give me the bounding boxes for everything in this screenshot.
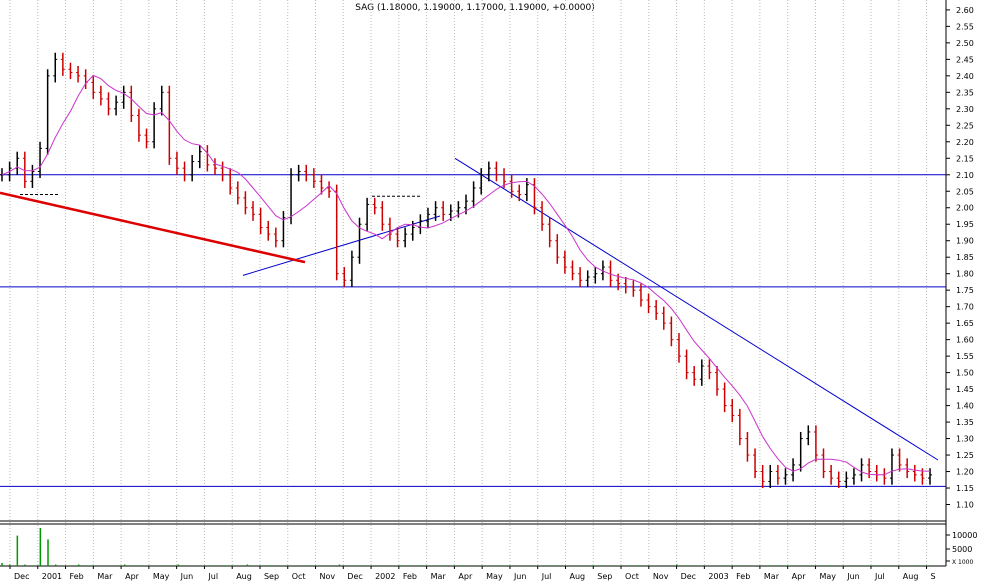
y-tick-label: 1.10 — [956, 501, 974, 510]
y-tick-label: 2.20 — [956, 138, 974, 147]
x-tick-label: Jun — [513, 572, 527, 581]
y-tick-label: 1.25 — [956, 451, 974, 460]
y-tick-label: 1.65 — [956, 319, 974, 328]
x-tick-label: Feb — [403, 572, 417, 581]
x-tick-label: Aug — [236, 572, 252, 581]
x-tick-label: 2001 — [42, 572, 62, 581]
moving-average-line — [1, 74, 930, 476]
x-tick-label: Oct — [625, 572, 639, 581]
x-tick-label: Jul — [207, 572, 218, 581]
y-tick-label: 2.15 — [956, 154, 974, 163]
x-tick-label: Nov — [653, 572, 669, 581]
x-tick-label: Oct — [292, 572, 306, 581]
y-tick-label: 1.20 — [956, 468, 974, 477]
y-tick-label: 1.40 — [956, 402, 974, 411]
uptrend-line — [242, 215, 441, 276]
y-tick-label: 1.35 — [956, 418, 974, 427]
x-tick-label: Jun — [180, 572, 194, 581]
y-tick-label: 2.55 — [956, 22, 974, 31]
x-tick-label: 2003 — [708, 572, 728, 581]
volume-tick-label: X 1000 — [952, 559, 973, 566]
x-tick-label: Dec — [681, 572, 696, 581]
y-tick-label: 2.35 — [956, 88, 974, 97]
x-tick-label: Nov — [320, 572, 336, 581]
y-tick-label: 2.50 — [956, 39, 974, 48]
y-tick-label: 1.85 — [956, 253, 974, 262]
x-tick-label: Apr — [792, 572, 807, 581]
y-tick-label: 2.05 — [956, 187, 974, 196]
y-tick-label: 2.40 — [956, 72, 974, 81]
x-tick-label: Mar — [764, 572, 780, 581]
volume-tick-label: 5000 — [952, 545, 972, 554]
x-tick-label: Dec — [14, 572, 29, 581]
y-tick-label: 2.30 — [956, 105, 974, 114]
x-tick-label: Dec — [347, 572, 362, 581]
y-tick-label: 2.25 — [956, 121, 974, 130]
y-tick-label: 1.60 — [956, 336, 974, 345]
x-tick-label: Jul — [874, 572, 885, 581]
y-tick-label: 1.95 — [956, 220, 974, 229]
x-tick-label: Jul — [541, 572, 552, 581]
y-tick-label: 2.00 — [956, 204, 974, 213]
x-tick-label: Aug — [569, 572, 585, 581]
y-tick-label: 1.80 — [956, 270, 974, 279]
x-tick-label: Feb — [736, 572, 750, 581]
y-tick-label: 1.15 — [956, 484, 974, 493]
y-tick-label: 2.10 — [956, 171, 974, 180]
x-tick-label: Sep — [264, 572, 279, 581]
volume-tick-label: 10000 — [952, 531, 977, 540]
support-line — [0, 191, 306, 264]
x-tick-label: Sep — [597, 572, 612, 581]
y-tick-label: 1.90 — [956, 237, 974, 246]
y-tick-label: 1.55 — [956, 352, 974, 361]
x-tick-label: 2002 — [375, 572, 395, 581]
y-tick-label: 2.60 — [956, 6, 974, 15]
x-tick-label: Apr — [125, 572, 140, 581]
x-tick-label: Jun — [846, 572, 860, 581]
x-tick-label: Feb — [70, 572, 84, 581]
y-tick-label: 1.75 — [956, 286, 974, 295]
chart-title-source: SAG (1.18000, 1.19000, 1.17000, 1.19000,… — [0, 0, 1, 1]
y-tick-label: 1.70 — [956, 303, 974, 312]
y-tick-label: 1.30 — [956, 435, 974, 444]
chart-title: SAG (1.18000, 1.19000, 1.17000, 1.19000,… — [355, 3, 595, 13]
x-tick-label: May — [153, 572, 170, 581]
downtrend-line — [454, 157, 939, 461]
x-tick-label: May — [486, 572, 503, 581]
y-tick-label: 2.45 — [956, 55, 974, 64]
x-tick-label: Apr — [458, 572, 473, 581]
y-tick-label: 1.45 — [956, 385, 974, 394]
y-tick-label: 1.50 — [956, 369, 974, 378]
x-tick-label: Mar — [97, 572, 113, 581]
x-tick-label: May — [819, 572, 836, 581]
x-tick-label: S — [931, 572, 936, 581]
x-tick-label: Aug — [903, 572, 919, 581]
x-tick-label: Mar — [431, 572, 447, 581]
